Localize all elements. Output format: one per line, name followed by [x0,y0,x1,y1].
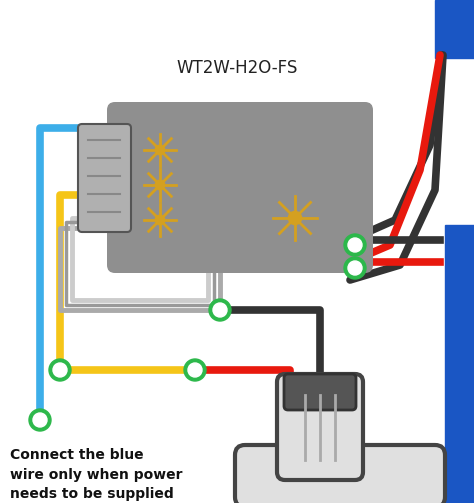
Bar [435,0,474,58]
Circle shape [188,363,202,377]
FancyBboxPatch shape [277,374,363,480]
Circle shape [209,299,231,321]
Circle shape [49,359,71,381]
Text: WT2W-H2O-FS: WT2W-H2O-FS [176,59,298,77]
Circle shape [33,413,47,427]
Circle shape [348,261,362,275]
Bar [445,225,474,503]
Circle shape [155,180,165,190]
Circle shape [53,363,67,377]
Circle shape [29,409,51,431]
Circle shape [184,359,206,381]
Circle shape [155,145,165,155]
Text: Connect the blue
wire only when power
needs to be supplied
to the flow sensor.: Connect the blue wire only when power ne… [10,448,182,503]
Circle shape [155,215,165,225]
Circle shape [348,238,362,252]
FancyBboxPatch shape [78,124,131,232]
Circle shape [344,234,366,256]
Circle shape [344,257,366,279]
Circle shape [213,303,227,317]
FancyBboxPatch shape [107,102,373,273]
FancyBboxPatch shape [235,445,445,503]
FancyBboxPatch shape [284,374,356,410]
Circle shape [288,211,301,225]
